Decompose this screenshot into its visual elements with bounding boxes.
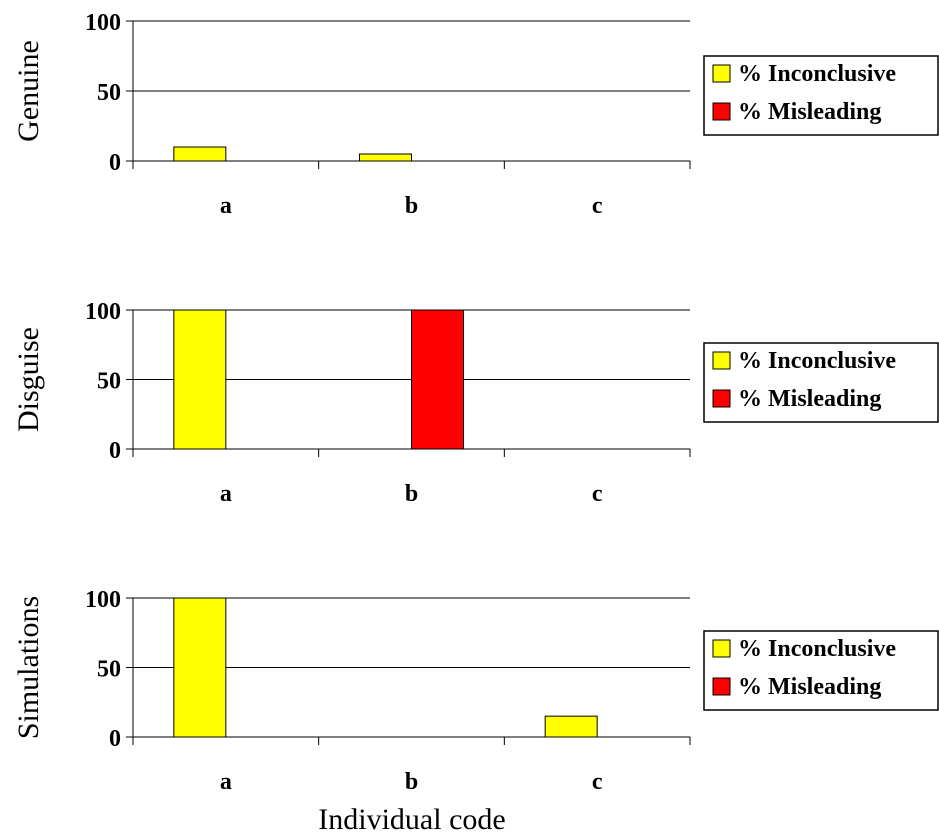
bar-b-inconclusive <box>359 153 412 162</box>
legend-label: % Misleading <box>738 99 881 125</box>
y-tick-label: 50 <box>97 657 121 683</box>
bar-a-inconclusive <box>173 597 227 738</box>
subplot-3: 0 50 100 a b c Simulations Individual code % Inc… <box>12 587 939 836</box>
y-tick-label: 100 <box>85 299 121 325</box>
y-axis-label: Genuine <box>12 40 45 142</box>
bar-a-inconclusive <box>173 146 227 162</box>
legend-label: % Misleading <box>738 674 881 700</box>
legend-box <box>703 630 939 711</box>
legend-label: % Misleading <box>738 386 881 412</box>
legend: % Inconclusive % Misleading <box>703 55 939 136</box>
x-category-label: a <box>220 193 232 219</box>
y-tick-label: 100 <box>85 10 121 36</box>
legend-box <box>703 55 939 136</box>
y-tick-label: 0 <box>109 150 121 176</box>
legend-label: % Inconclusive <box>738 348 896 374</box>
legend-swatch <box>712 389 731 408</box>
x-category-label: c <box>592 481 603 507</box>
y-tick-label: 50 <box>97 369 121 395</box>
legend-swatch <box>712 677 731 696</box>
y-tick-label: 0 <box>109 726 121 752</box>
x-category-label: c <box>592 193 603 219</box>
x-category-label: b <box>405 769 418 795</box>
bar-a-inconclusive <box>173 309 227 450</box>
y-tick-label: 0 <box>109 438 121 464</box>
bar-c-inconclusive <box>544 715 598 738</box>
x-category-label: a <box>220 481 232 507</box>
legend-swatch <box>712 639 731 658</box>
legend-swatch <box>712 102 731 121</box>
x-category-label: c <box>592 769 603 795</box>
y-axis-label: Disguise <box>12 327 45 432</box>
legend: % Inconclusive % Misleading <box>703 630 939 711</box>
legend-label: % Inconclusive <box>738 61 896 87</box>
x-category-label: b <box>405 193 418 219</box>
legend-label: % Inconclusive <box>738 636 896 662</box>
x-category-label: b <box>405 481 418 507</box>
subplot-2: 0 50 100 a b c Disguise % Inconclusive % Mislead… <box>12 299 939 507</box>
y-tick-label: 100 <box>85 587 121 613</box>
subplot-1: 0 50 100 a b c Genuine % Inconclusive % Misleadi… <box>12 10 939 219</box>
y-tick-label: 50 <box>97 80 121 106</box>
bar-b-misleading <box>411 309 464 450</box>
legend-box <box>703 342 939 423</box>
y-axis-label: Simulations <box>12 596 45 739</box>
legend-swatch <box>712 351 731 370</box>
legend-swatch <box>712 64 731 83</box>
legend: % Inconclusive % Misleading <box>703 342 939 423</box>
x-category-label: a <box>220 769 232 795</box>
x-axis-label: Individual code <box>318 803 505 836</box>
